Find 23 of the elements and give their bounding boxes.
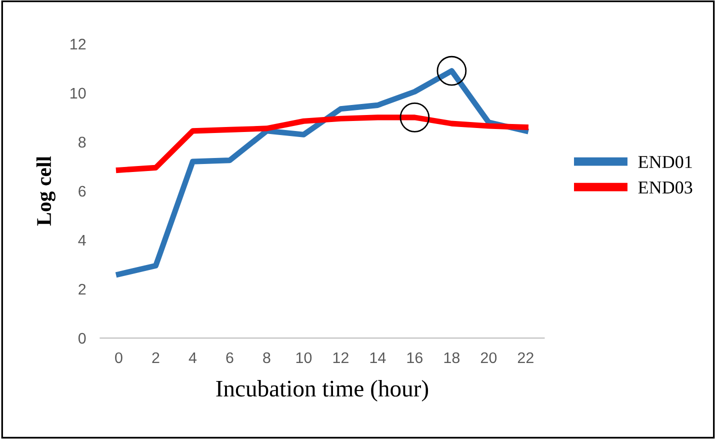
y-axis-title: Log cell: [36, 156, 56, 226]
x-tick-label: 16: [407, 352, 423, 364]
y-tick-label: 2: [78, 284, 86, 295]
y-tick-label: 6: [78, 186, 86, 197]
x-tick-label: 4: [188, 352, 197, 363]
y-tick-label: 8: [78, 136, 86, 148]
x-tick-label: 20: [480, 352, 497, 364]
x-tick-label: 8: [263, 352, 270, 364]
x-axis-title: Incubation time (hour): [216, 380, 428, 402]
y-tick-label: 10: [70, 88, 86, 99]
x-tick-label: 2: [152, 352, 160, 363]
x-tick-label: 6: [226, 352, 234, 364]
x-tick-label: 10: [296, 352, 312, 364]
y-tick-label: 4: [78, 235, 86, 246]
y-tick-label: 12: [70, 38, 86, 50]
legend-label: END01: [638, 156, 692, 168]
x-tick-label: 22: [518, 352, 534, 363]
x-tick-label: 18: [444, 352, 460, 364]
x-tick-label: 14: [370, 352, 386, 363]
legend-label: END03: [638, 181, 692, 194]
x-tick-label: 0: [115, 352, 122, 364]
x-tick-label: 12: [333, 352, 348, 363]
y-tick-label: 0: [78, 332, 86, 344]
